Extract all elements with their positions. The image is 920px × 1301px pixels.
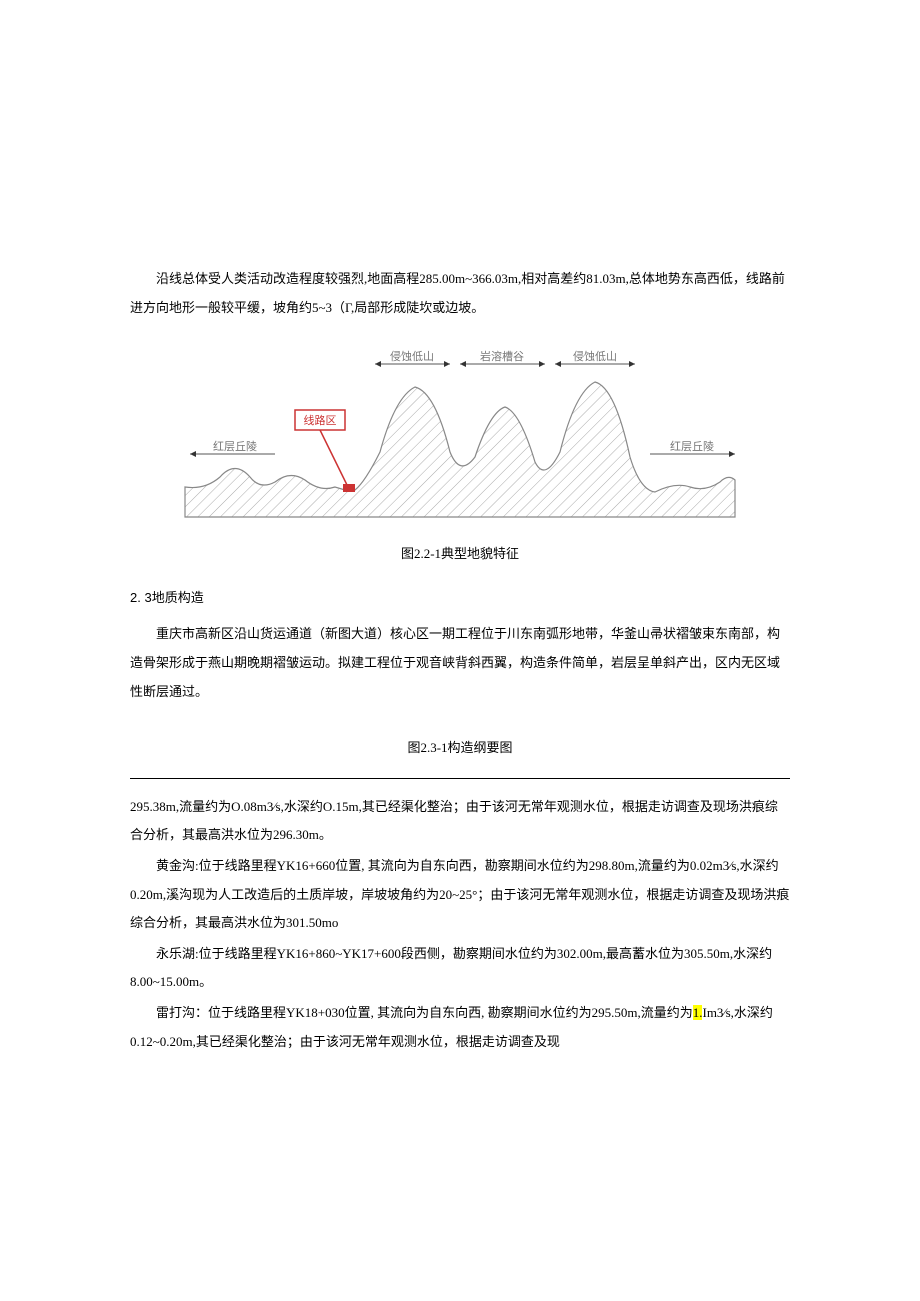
- label-karst: 岩溶槽谷: [480, 349, 524, 363]
- route-marker: [343, 484, 355, 492]
- divider-line: [130, 778, 790, 779]
- label-erosion-1: 侵蚀低山: [390, 349, 434, 363]
- terrain-profile-svg: 侵蚀低山 岩溶槽谷 侵蚀低山 红层丘陵 红层丘陵 线路区: [180, 342, 740, 532]
- section-2-3-heading: 2. 3地质构造: [130, 584, 790, 613]
- geomorphology-diagram: 侵蚀低山 岩溶槽谷 侵蚀低山 红层丘陵 红层丘陵 线路区: [130, 342, 790, 532]
- body-p4: 雷打沟：位于线路里程YK18+030位置, 其流向为自东向西, 勘察期间水位约为…: [130, 999, 790, 1056]
- figure-caption-1: 图2.2-1典型地貌特征: [130, 540, 790, 569]
- section-2-3-p1: 重庆市高新区沿山货运通道（新图大道）核心区一期工程位于川东南弧形地带，华釜山帚状…: [130, 620, 790, 706]
- label-erosion-2: 侵蚀低山: [573, 349, 617, 363]
- body-p3: 永乐湖:位于线路里程YK16+860~YK17+600段西侧，勘察期间水位约为3…: [130, 940, 790, 997]
- label-route-zone: 线路区: [304, 413, 337, 427]
- intro-paragraph: 沿线总体受人类活动改造程度较强烈,地面高程285.00m~366.03m,相对高…: [130, 265, 790, 322]
- label-right-hills: 红层丘陵: [670, 440, 714, 453]
- section-number: 2. 3: [130, 590, 152, 605]
- section-title: 地质构造: [152, 590, 204, 605]
- body-p1: 295.38m,流量约为O.08m3∕s,水深约O.15m,其已经渠化整治；由于…: [130, 793, 790, 850]
- body-p4a: 雷打沟：位于线路里程YK18+030位置, 其流向为自东向西, 勘察期间水位约为…: [156, 1005, 693, 1020]
- body-p2: 黄金沟:位于线路里程YK16+660位置, 其流向为自东向西，勘察期间水位约为2…: [130, 852, 790, 938]
- label-left-hills: 红层丘陵: [213, 440, 257, 453]
- figure-caption-2: 图2.3-1构造纲要图: [130, 734, 790, 763]
